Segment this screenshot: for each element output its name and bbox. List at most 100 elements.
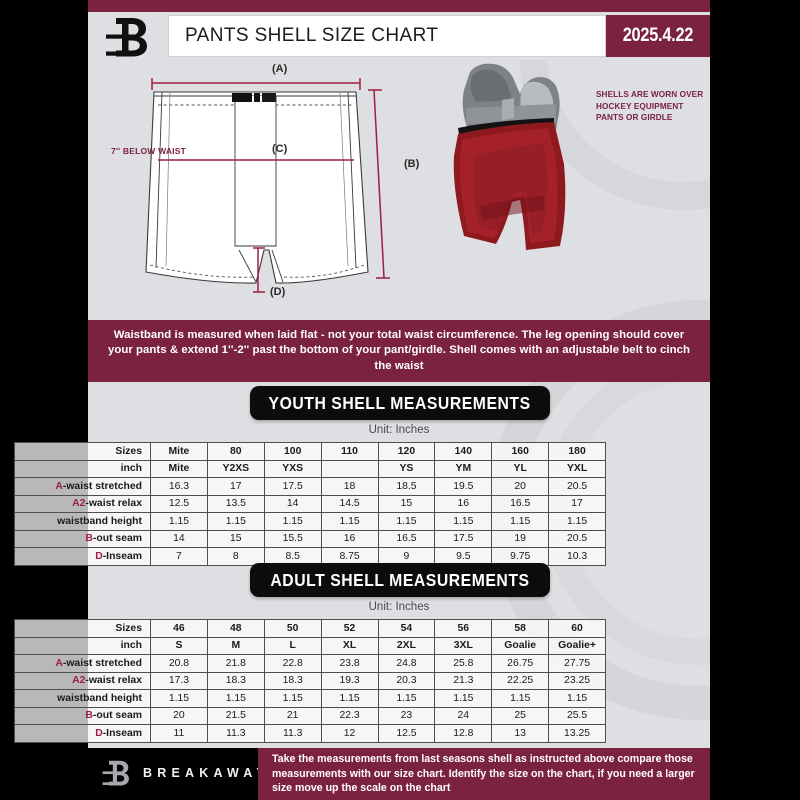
table-cell: 19 <box>491 529 550 548</box>
table-cell: 1.15 <box>548 512 606 531</box>
instructions-text: Waistband is measured when laid flat - n… <box>107 328 691 372</box>
table-cell: 1.15 <box>548 689 606 708</box>
dimension-label-c: (C) <box>272 143 288 155</box>
table-cell: 1.15 <box>206 512 265 531</box>
table-cell: L <box>263 636 322 655</box>
table-cell: YXL <box>548 459 606 478</box>
table-cell: 22.3 <box>320 706 379 725</box>
table-cell: 17 <box>548 494 606 513</box>
below-waist-label: 7'' BELOW WAIST <box>110 146 186 156</box>
table-cell: YXS <box>263 459 322 478</box>
table-cell: 19.3 <box>320 671 379 690</box>
table-cell: 13.5 <box>206 494 265 513</box>
table-cell: 100 <box>263 442 322 461</box>
table-cell: 16 <box>434 494 493 513</box>
table-cell: 1.15 <box>206 689 265 708</box>
table-cell: 3XL <box>434 636 493 655</box>
table-cell: 21.5 <box>206 706 265 725</box>
row-label: A2-waist relax <box>14 671 151 690</box>
date-text: 2025.4.22 <box>622 25 694 46</box>
photo-note: SHELLS ARE WORN OVER HOCKEY EQUIPMENT PA… <box>596 90 704 122</box>
table-cell: 23 <box>377 706 436 725</box>
table-cell: 23.25 <box>548 671 606 690</box>
table-cell: 25 <box>491 706 550 725</box>
table-cell: 1.15 <box>150 689 208 708</box>
title-bar: PANTS SHELL SIZE CHART 2025.4.22 <box>168 15 710 57</box>
table-cell: 60 <box>548 619 606 638</box>
table-cell: 20.5 <box>548 529 606 548</box>
table-row: A2-waist relax 17.3 18.3 18.3 19.3 20.3 21.3 22… <box>14 671 606 690</box>
table-cell: 180 <box>548 442 606 461</box>
diagram-area: (A) (B) (C) (D) 7'' BELOW WAIST SHELLS A… <box>88 60 710 318</box>
table-cell: 58 <box>491 619 550 638</box>
table-row: A-waist stretched 16.3 17 17.5 18 18.5 19.5 20 2… <box>14 477 606 496</box>
table-cell: 13.25 <box>548 724 606 743</box>
table-cell: 16.5 <box>377 529 436 548</box>
table-cell: 16.5 <box>491 494 550 513</box>
table-cell: 17.5 <box>434 529 493 548</box>
table-cell: 17.3 <box>150 671 208 690</box>
table-row: A-waist stretched 20.8 21.8 22.8 23.8 24.8 25.… <box>14 654 606 673</box>
table-cell: 1.15 <box>377 512 436 531</box>
row-letter-code: B <box>85 710 93 722</box>
row-label: inch <box>14 459 151 478</box>
table-cell: 15.5 <box>263 529 322 548</box>
page-footer: BREAKAWAY Take the measurements from las… <box>0 748 800 800</box>
table-cell: 50 <box>263 619 322 638</box>
row-label: B-out seam <box>14 529 151 548</box>
table-cell: 48 <box>206 619 265 638</box>
table-cell: 16.3 <box>150 477 208 496</box>
table-cell: 22.25 <box>491 671 550 690</box>
table-cell: 56 <box>434 619 493 638</box>
row-letter-code: D <box>95 727 103 739</box>
row-label: Sizes <box>14 442 151 461</box>
page-header: PANTS SHELL SIZE CHART 2025.4.22 <box>88 12 710 60</box>
table-row: B-out seam 14 15 15.5 16 16.5 17.5 19 20.5 <box>14 529 606 548</box>
row-label: Sizes <box>14 619 151 638</box>
table-cell: 18.3 <box>206 671 265 690</box>
row-letter-code: A <box>55 657 63 669</box>
footer-instructions-text: Take the measurements from last seasons … <box>272 753 695 795</box>
table-cell: 17.5 <box>263 477 322 496</box>
table-row: Sizes 46 48 50 52 54 56 58 60 <box>14 619 606 638</box>
table-cell: 12.5 <box>150 494 208 513</box>
dimension-label-a: (A) <box>272 63 288 75</box>
table-row: inch S M L XL 2XL 3XL Goalie Goalie+ <box>14 636 606 655</box>
table-cell: 13 <box>491 724 550 743</box>
table-cell: 26.75 <box>491 654 550 673</box>
table-cell: 15 <box>377 494 436 513</box>
table-cell: 52 <box>320 619 379 638</box>
table-cell: 1.15 <box>320 512 379 531</box>
table-cell: 1.15 <box>320 689 379 708</box>
table-cell: 22.8 <box>263 654 322 673</box>
table-cell: XL <box>320 636 379 655</box>
adult-unit-label: Unit: Inches <box>368 601 430 613</box>
row-letter-code: A2 <box>72 498 86 510</box>
row-letter-code: A2 <box>72 675 86 687</box>
table-cell: 11.3 <box>206 724 265 743</box>
row-letter-code: D <box>95 550 103 562</box>
table-cell: 7 <box>150 547 208 566</box>
row-label: A-waist stretched <box>14 477 151 496</box>
row-label: waistband height <box>14 512 151 531</box>
table-row: B-out seam 20 21.5 21 22.3 23 24 25 25.5 <box>14 706 606 725</box>
table-row: Sizes Mite 80 100 110 120 140 160 180 <box>14 442 606 461</box>
row-letter-code: B <box>85 533 93 545</box>
footer-instructions: Take the measurements from last seasons … <box>258 748 710 800</box>
adult-banner-label: ADULT SHELL MEASUREMENTS <box>270 569 530 590</box>
table-cell: Mite <box>150 459 208 478</box>
table-row: D-Inseam 11 11.3 11.3 12 12.5 12.8 13 13.25 <box>14 724 606 743</box>
row-label: waistband height <box>14 689 151 708</box>
table-cell: 15 <box>206 529 265 548</box>
dimension-label-d: (D) <box>270 286 286 298</box>
table-cell: 8.5 <box>263 547 322 566</box>
table-cell <box>320 459 379 478</box>
table-cell: 1.15 <box>150 512 208 531</box>
table-cell: YS <box>377 459 436 478</box>
row-label: A2-waist relax <box>14 494 151 513</box>
table-cell: 120 <box>377 442 436 461</box>
table-cell: 23.8 <box>320 654 379 673</box>
breakaway-b-logo-icon <box>102 760 129 786</box>
table-cell: 1.15 <box>434 512 493 531</box>
